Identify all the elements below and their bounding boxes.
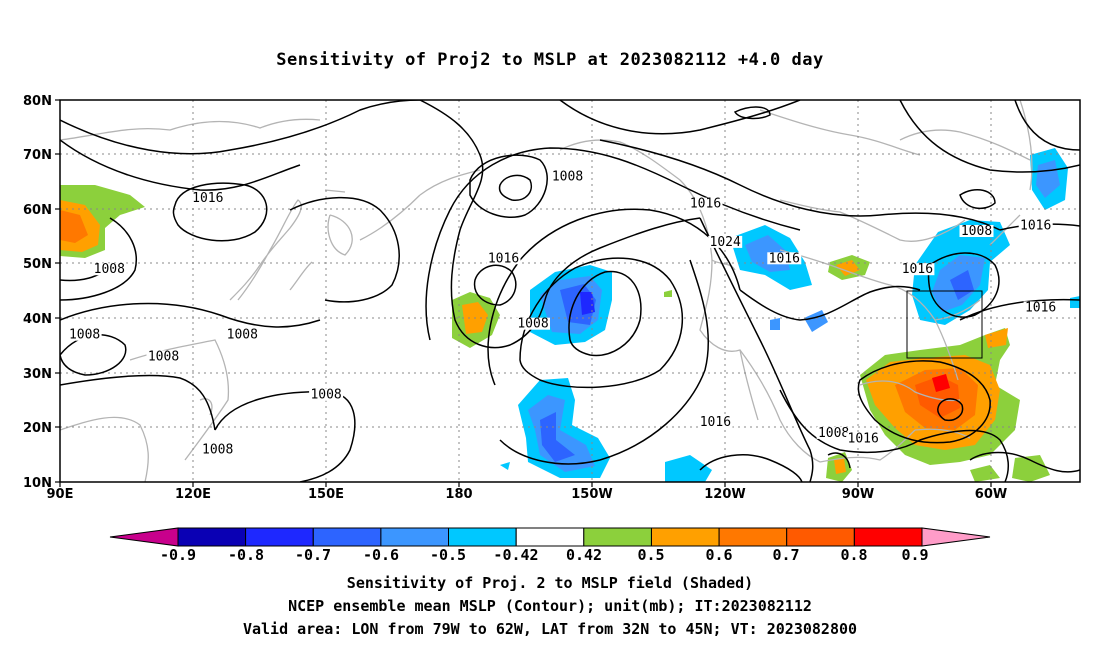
lat-label: 40N <box>23 312 52 327</box>
isobar-label-bg <box>67 328 102 341</box>
colorbar-label: -0.9 <box>160 546 196 564</box>
sensitivity-shading <box>60 148 1080 482</box>
colorbar-label: -0.5 <box>430 546 466 564</box>
isobar-label: 1008 <box>552 169 583 184</box>
isobar-label-bg <box>190 192 225 205</box>
lon-label: 90E <box>47 487 74 502</box>
isobar-label-bg <box>225 328 260 341</box>
colorbar-high-arrow <box>921 527 991 547</box>
colorbar-label: -0.42 <box>493 546 538 564</box>
lon-label: 150W <box>571 487 612 502</box>
colorbar: -0.9 -0.8 -0.7 -0.6 -0.5 -0.42 0.42 0.5 … <box>109 527 991 564</box>
isobar-label: 1016 <box>192 191 223 206</box>
isobar-label: 1008 <box>94 262 125 277</box>
lat-label: 20N <box>23 421 52 436</box>
isobar-label-bg <box>688 197 723 210</box>
colorbar-swatch <box>583 527 652 547</box>
colorbar-swatch <box>380 527 449 547</box>
colorbar-label: 0.8 <box>840 546 867 564</box>
lat-labels: 80N 70N 60N 50N 40N 30N 20N 10N <box>23 94 52 491</box>
colorbar-label: 0.7 <box>772 546 799 564</box>
isobar-label-bg <box>200 443 235 456</box>
caption-contour: NCEP ensemble mean MSLP (Contour); unit(… <box>288 597 812 615</box>
lat-ticks <box>55 99 60 483</box>
colorbar-label: 0.42 <box>566 546 602 564</box>
isobar-label-bg <box>516 317 550 330</box>
caption-shading: Sensitivity of Proj. 2 to MSLP field (Sh… <box>346 574 754 592</box>
colorbar-label: 0.6 <box>705 546 732 564</box>
mslp-contours <box>60 100 1080 482</box>
lon-ticks <box>59 482 992 487</box>
plot-frame <box>59 99 1081 483</box>
isobar-label: 1024 <box>710 235 741 250</box>
lat-label: 70N <box>23 148 52 163</box>
colorbar-label: 0.9 <box>901 546 928 564</box>
colorbar-swatch <box>718 527 788 547</box>
isobar-label: 1008 <box>310 388 341 403</box>
isobar-label-bg <box>698 416 733 428</box>
isobar-label-bg <box>1023 301 1058 314</box>
isobar-label: 1016 <box>848 431 879 446</box>
colorbar-label: -0.8 <box>228 546 264 564</box>
isobar-label: 1008 <box>148 350 179 365</box>
isobar-label: 1016 <box>902 262 933 277</box>
colorbar-swatch <box>786 527 855 547</box>
isobar-label-bg <box>900 263 935 276</box>
lat-label: 60N <box>23 203 52 218</box>
caption-valid-area: Valid area: LON from 79W to 62W, LAT fro… <box>242 620 858 638</box>
colorbar-swatch <box>177 527 247 547</box>
chart-title: Sensitivity of Proj2 to MSLP at 20230821… <box>276 50 824 70</box>
colorbar-label: -0.7 <box>295 546 331 564</box>
colorbar-swatch <box>448 527 517 547</box>
isobar-label-bg <box>846 432 881 445</box>
isobar-label: 1016 <box>1025 300 1056 315</box>
lat-label: 30N <box>23 367 52 382</box>
isobar-label: 1008 <box>69 328 100 343</box>
isobar-label: 1008 <box>961 224 992 239</box>
isobar-label-bg <box>1018 219 1053 232</box>
colorbar-label: -0.6 <box>363 546 399 564</box>
isobar-label: 1016 <box>488 251 519 266</box>
isobar-label: 1008 <box>517 317 548 332</box>
lon-label: 120E <box>175 487 211 502</box>
lon-label: 180 <box>445 487 472 502</box>
lon-label: 120W <box>704 487 745 502</box>
isobar-label-bg <box>486 252 521 265</box>
colorbar-label: 0.5 <box>637 546 664 564</box>
lat-label: 80N <box>23 94 52 109</box>
lat-label: 50N <box>23 257 52 272</box>
colorbar-swatch <box>853 527 923 547</box>
isobar-label-bg <box>146 350 181 363</box>
colorbar-swatch <box>312 527 382 547</box>
isobar-label: 1016 <box>700 415 731 430</box>
lon-label: 90W <box>842 487 874 502</box>
isobar-label: 1016 <box>1020 219 1051 234</box>
isobar-label-bg <box>767 252 802 265</box>
isobar-label-bg <box>309 388 344 401</box>
colorbar-swatch <box>515 527 585 547</box>
isobar-label: 1016 <box>769 251 800 266</box>
isobar-label-bg <box>959 225 994 237</box>
lon-label: 60W <box>975 487 1007 502</box>
isobar-label: 1016 <box>690 197 721 212</box>
isobar-label: 1008 <box>818 426 849 441</box>
lon-label: 150E <box>308 487 344 502</box>
isobar-label-bg <box>92 263 127 276</box>
lat-label: 10N <box>23 476 52 491</box>
valid-area-box <box>906 290 983 359</box>
isobar-label-bg <box>550 170 585 183</box>
isobar-label: 1008 <box>227 328 258 343</box>
colorbar-low-arrow <box>109 527 179 547</box>
lon-labels: 90E 120E 150E 180 150W 120W 90W 60W <box>47 487 1008 502</box>
colorbar-labels: -0.9 -0.8 -0.7 -0.6 -0.5 -0.42 0.42 0.5 … <box>160 546 929 564</box>
isobar-label-bg <box>816 426 851 439</box>
isobar-label-bg <box>708 235 743 248</box>
isobar-label: 1008 <box>202 442 233 457</box>
colorbar-swatch <box>245 527 314 547</box>
colorbar-swatch <box>651 527 720 547</box>
